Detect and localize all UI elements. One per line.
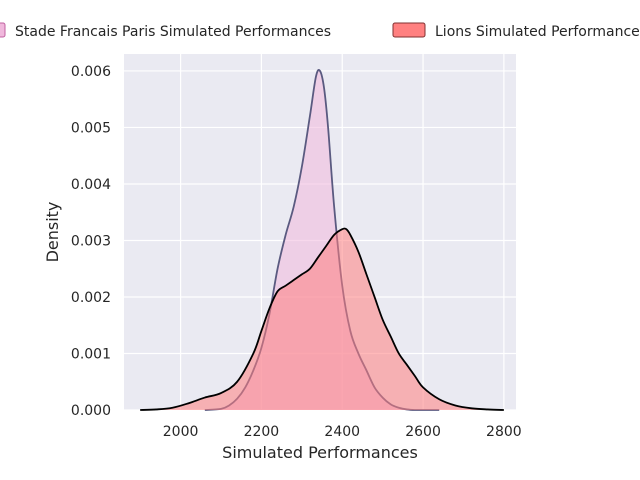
y-tick-labels: 0.000 0.001 0.002 0.003 0.004 0.005 0.006 [71, 64, 111, 419]
legend: Stade Francais Paris Simulated Performan… [0, 22, 640, 40]
series-layer [140, 69, 504, 411]
density-line-lions [140, 227, 504, 411]
y-tick-label: 0.005 [71, 120, 111, 136]
y-tick-label: 0.000 [71, 403, 111, 419]
y-tick-label: 0.002 [71, 290, 111, 306]
x-tick-label: 2800 [486, 424, 522, 440]
y-axis-label: Density [43, 202, 62, 263]
y-tick-label: 0.006 [71, 64, 111, 80]
density-area-lions [140, 228, 504, 410]
density-area-stade-francais [204, 69, 440, 411]
legend-swatch-lions [392, 22, 426, 38]
y-tick-label: 0.003 [71, 233, 111, 249]
x-tick-label: 2200 [244, 424, 280, 440]
legend-swatch-stade-francais [0, 22, 6, 38]
x-tick-label: 2600 [405, 424, 441, 440]
x-tick-label: 2400 [324, 424, 360, 440]
x-axis-label: Simulated Performances [222, 443, 418, 462]
legend-label-lions: Lions Simulated Performances [435, 24, 640, 40]
legend-label-stade-francais: Stade Francais Paris Simulated Performan… [15, 24, 331, 40]
y-tick-label: 0.001 [71, 346, 111, 362]
x-tick-labels: 2000 2200 2400 2600 2800 [163, 424, 522, 440]
y-tick-label: 0.004 [71, 177, 111, 193]
x-tick-label: 2000 [163, 424, 199, 440]
